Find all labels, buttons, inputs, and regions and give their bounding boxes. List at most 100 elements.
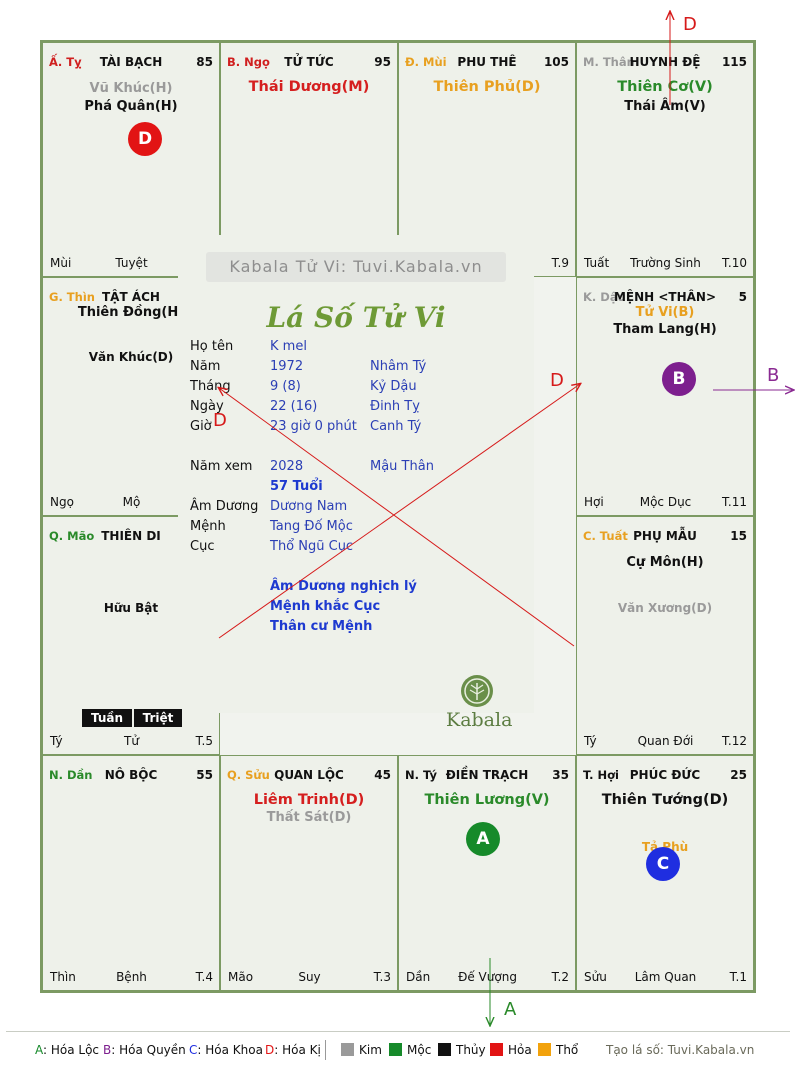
palace-can: Q. Mão (49, 529, 95, 543)
star-label: Hữu Bật (103, 601, 159, 615)
element-name: Thổ (556, 1043, 579, 1057)
palace-can: N. Dần (49, 768, 93, 782)
palace-index: T.9 (551, 256, 569, 270)
palace-stage: Suy (298, 970, 321, 984)
palace-stage: Tuyệt (115, 256, 148, 270)
palace-name: TỬ TỨC (284, 55, 334, 69)
info-label: Cục (190, 539, 215, 554)
element-legend-item: Kim (341, 1043, 382, 1057)
mark-d-badge: D (128, 122, 162, 156)
kabala-logo-icon (461, 675, 493, 707)
info-cyclic: Nhâm Tý (370, 359, 427, 374)
element-legend-item: Hỏa (490, 1043, 532, 1057)
legend-key: D (265, 1043, 275, 1057)
age-value: 57 Tuổi (270, 479, 323, 494)
palace-stage: Đế Vượng (458, 970, 517, 984)
palace-stage: Mộ (122, 495, 141, 509)
star-label: Thiên Đồng(H) (77, 305, 185, 320)
info-value: 22 (16) (270, 399, 318, 414)
palace-c3: M. Thân HUYNH ĐỆ 115 Tuất Trường Sinh T.10 Thi… (576, 42, 754, 277)
star-label: Văn Khúc(D) (88, 350, 174, 364)
palace-branch: Mão (228, 970, 254, 984)
info-value: Thổ Ngũ Cục (270, 539, 354, 554)
palace-index: T.5 (195, 734, 213, 748)
palace-name: PHÚC ĐỨC (629, 768, 701, 782)
star-label: Thiên Tướng(D) (601, 792, 729, 808)
legend-item: A: Hóa Lộc (35, 1043, 99, 1057)
info-value: 9 (8) (270, 379, 301, 394)
palace-branch: Mùi (50, 256, 72, 270)
palace-can: K. Dậu (583, 290, 626, 304)
palace-branch: Hợi (584, 495, 604, 509)
palace-can: G. Thìn (49, 290, 95, 304)
palace-branch: Tuất (584, 256, 610, 270)
palace-name: THIÊN DI (101, 529, 161, 543)
mark-a-badge: A (466, 822, 500, 856)
palace-index: T.3 (373, 970, 391, 984)
legend-text: : Hóa Lộc (43, 1043, 100, 1057)
palace-branch: Ngọ (50, 495, 74, 509)
palace-c7: C. Tuất PHỤ MẪU 15 Tý Quan Đới T.12 Cự Môn(H) V… (576, 516, 754, 755)
palace-branch: Tý (50, 734, 63, 748)
palace-name: HUYNH ĐỆ (629, 55, 701, 69)
legend-text: : Hóa Kị (274, 1043, 321, 1057)
legend-key: B (103, 1043, 112, 1057)
palace-index: T.4 (195, 970, 213, 984)
info-label: Âm Dương (190, 499, 259, 514)
palace-c8: N. Dần NÔ BỘC 55 Thìn Bệnh T.4 (42, 755, 220, 991)
palace-index: T.10 (722, 256, 747, 270)
palace-name: MỆNH <THÂN> (613, 290, 717, 304)
info-value: Dương Nam (270, 499, 348, 514)
palace-number: 95 (374, 55, 391, 69)
palace-can: Đ. Mùi (405, 55, 447, 69)
palace-index: T.11 (722, 495, 747, 509)
star-label: Văn Xương(D) (617, 601, 713, 615)
palace-c11: T. Hợi PHÚC ĐỨC 25 Sửu Lâm Quan T.1 Thiên Tướn… (576, 755, 754, 991)
palace-c9: Q. Sửu QUAN LỘC 45 Mão Suy T.3 Liêm Trinh(D) Th… (220, 755, 398, 991)
arrow-label-top: D (683, 14, 697, 35)
star-label: Tử Vi(B) (635, 305, 695, 320)
star-label: Vũ Khúc(H) (89, 81, 173, 96)
info-label: Ngày (190, 399, 224, 414)
palace-branch: Tý (584, 734, 597, 748)
star-label: Cự Môn(H) (626, 555, 704, 570)
site-banner-text: Kabala Tử Vi: Tuvi.Kabala.vn (229, 257, 483, 276)
center-info-panel: Kabala Tử Vi: Tuvi.Kabala.vn Lá Số Tử Vi… (178, 235, 534, 731)
info-value: 23 giờ 0 phút (270, 419, 357, 434)
palace-name: TÀI BẠCH (99, 55, 163, 69)
star-label: Thất Sát(D) (266, 810, 352, 825)
year-value: 2028 (270, 459, 304, 474)
legend-key: C (189, 1043, 198, 1057)
info-label: Họ tên (190, 339, 234, 354)
element-legend-item: Mộc (389, 1043, 431, 1057)
star-label: Liêm Trinh(D) (253, 792, 365, 808)
note-text: Mệnh khắc Cục (270, 599, 381, 614)
info-label: Mệnh (190, 519, 226, 534)
element-swatch (389, 1043, 402, 1056)
palace-name: PHU THÊ (457, 55, 517, 69)
tuan-tag: Tuần (82, 709, 132, 727)
note-text: Âm Dương nghịch lý (270, 579, 417, 594)
palace-number: 55 (196, 768, 213, 782)
legend-text: : Hóa Quyền (111, 1043, 186, 1057)
palace-can: M. Thân (583, 55, 635, 69)
palace-c5: K. Dậu MỆNH <THÂN> 5 Hợi Mộc Dục T.11 Tử Vi(B)… (576, 277, 754, 516)
star-label: Thái Âm(V) (624, 99, 706, 114)
element-swatch (438, 1043, 451, 1056)
palace-index: T.12 (722, 734, 747, 748)
palace-number: 115 (721, 55, 747, 69)
arrow-label-right: B (767, 365, 779, 386)
palace-name: QUAN LỘC (274, 768, 344, 782)
star-label: Phá Quân(H) (84, 99, 178, 114)
element-swatch (341, 1043, 354, 1056)
palace-stage: Bệnh (116, 970, 147, 984)
element-name: Mộc (407, 1043, 432, 1057)
info-label: Năm (190, 359, 221, 374)
palace-stage: Lâm Quan (634, 970, 697, 984)
legend-separator (325, 1040, 326, 1060)
palace-branch: Dần (406, 970, 431, 984)
star-label: Thiên Cơ(V) (617, 79, 713, 95)
kabala-brand: Kabala (446, 709, 513, 731)
palace-can: Q. Sửu (227, 768, 270, 782)
